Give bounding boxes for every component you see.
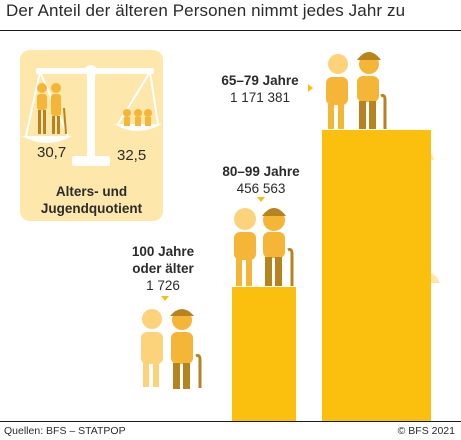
pointer-icon: [257, 197, 265, 202]
page-title: Der Anteil der älteren Personen nimmt je…: [6, 1, 406, 20]
pointer-icon: [308, 84, 313, 92]
top-divider: [0, 30, 461, 31]
label-80-99: 80–99 Jahre 456 563: [216, 163, 306, 197]
label-65-79: 65–79 Jahre 1 171 381: [214, 72, 306, 106]
population-count: 1 726: [146, 278, 180, 293]
old-age-ratio-value: 30,7: [37, 144, 67, 161]
bar-65-79: [322, 130, 431, 421]
bottom-divider: [0, 421, 461, 422]
elderly-couple-icon: [234, 208, 294, 286]
age-group-label: oder älter: [132, 261, 194, 276]
caption-line: Jugendquotient: [40, 201, 143, 216]
population-count: 456 563: [236, 181, 286, 196]
youth-ratio-value: 32,5: [117, 147, 147, 164]
quotient-caption: Alters- und Jugendquotient: [20, 183, 163, 217]
elderly-couple-icon: [37, 83, 67, 135]
elderly-couple-icon: [326, 52, 387, 129]
caption-line: Alters- und: [55, 184, 128, 199]
age-group-label: 80–99 Jahre: [222, 164, 300, 179]
copyright-note: © BFS 2021: [397, 425, 455, 437]
source-note: Quellen: BFS – STATPOP: [4, 425, 126, 437]
age-group-label: 65–79 Jahre: [221, 73, 299, 88]
pointer-icon: [161, 296, 169, 301]
elderly-couple-icon: [141, 309, 202, 389]
children-icon: [123, 109, 152, 126]
age-group-label: 100 Jahre: [131, 244, 195, 259]
label-100-plus: 100 Jahre oder älter 1 726: [118, 243, 208, 294]
population-count: 1 171 381: [229, 90, 291, 105]
bar-80-99: [232, 287, 296, 421]
